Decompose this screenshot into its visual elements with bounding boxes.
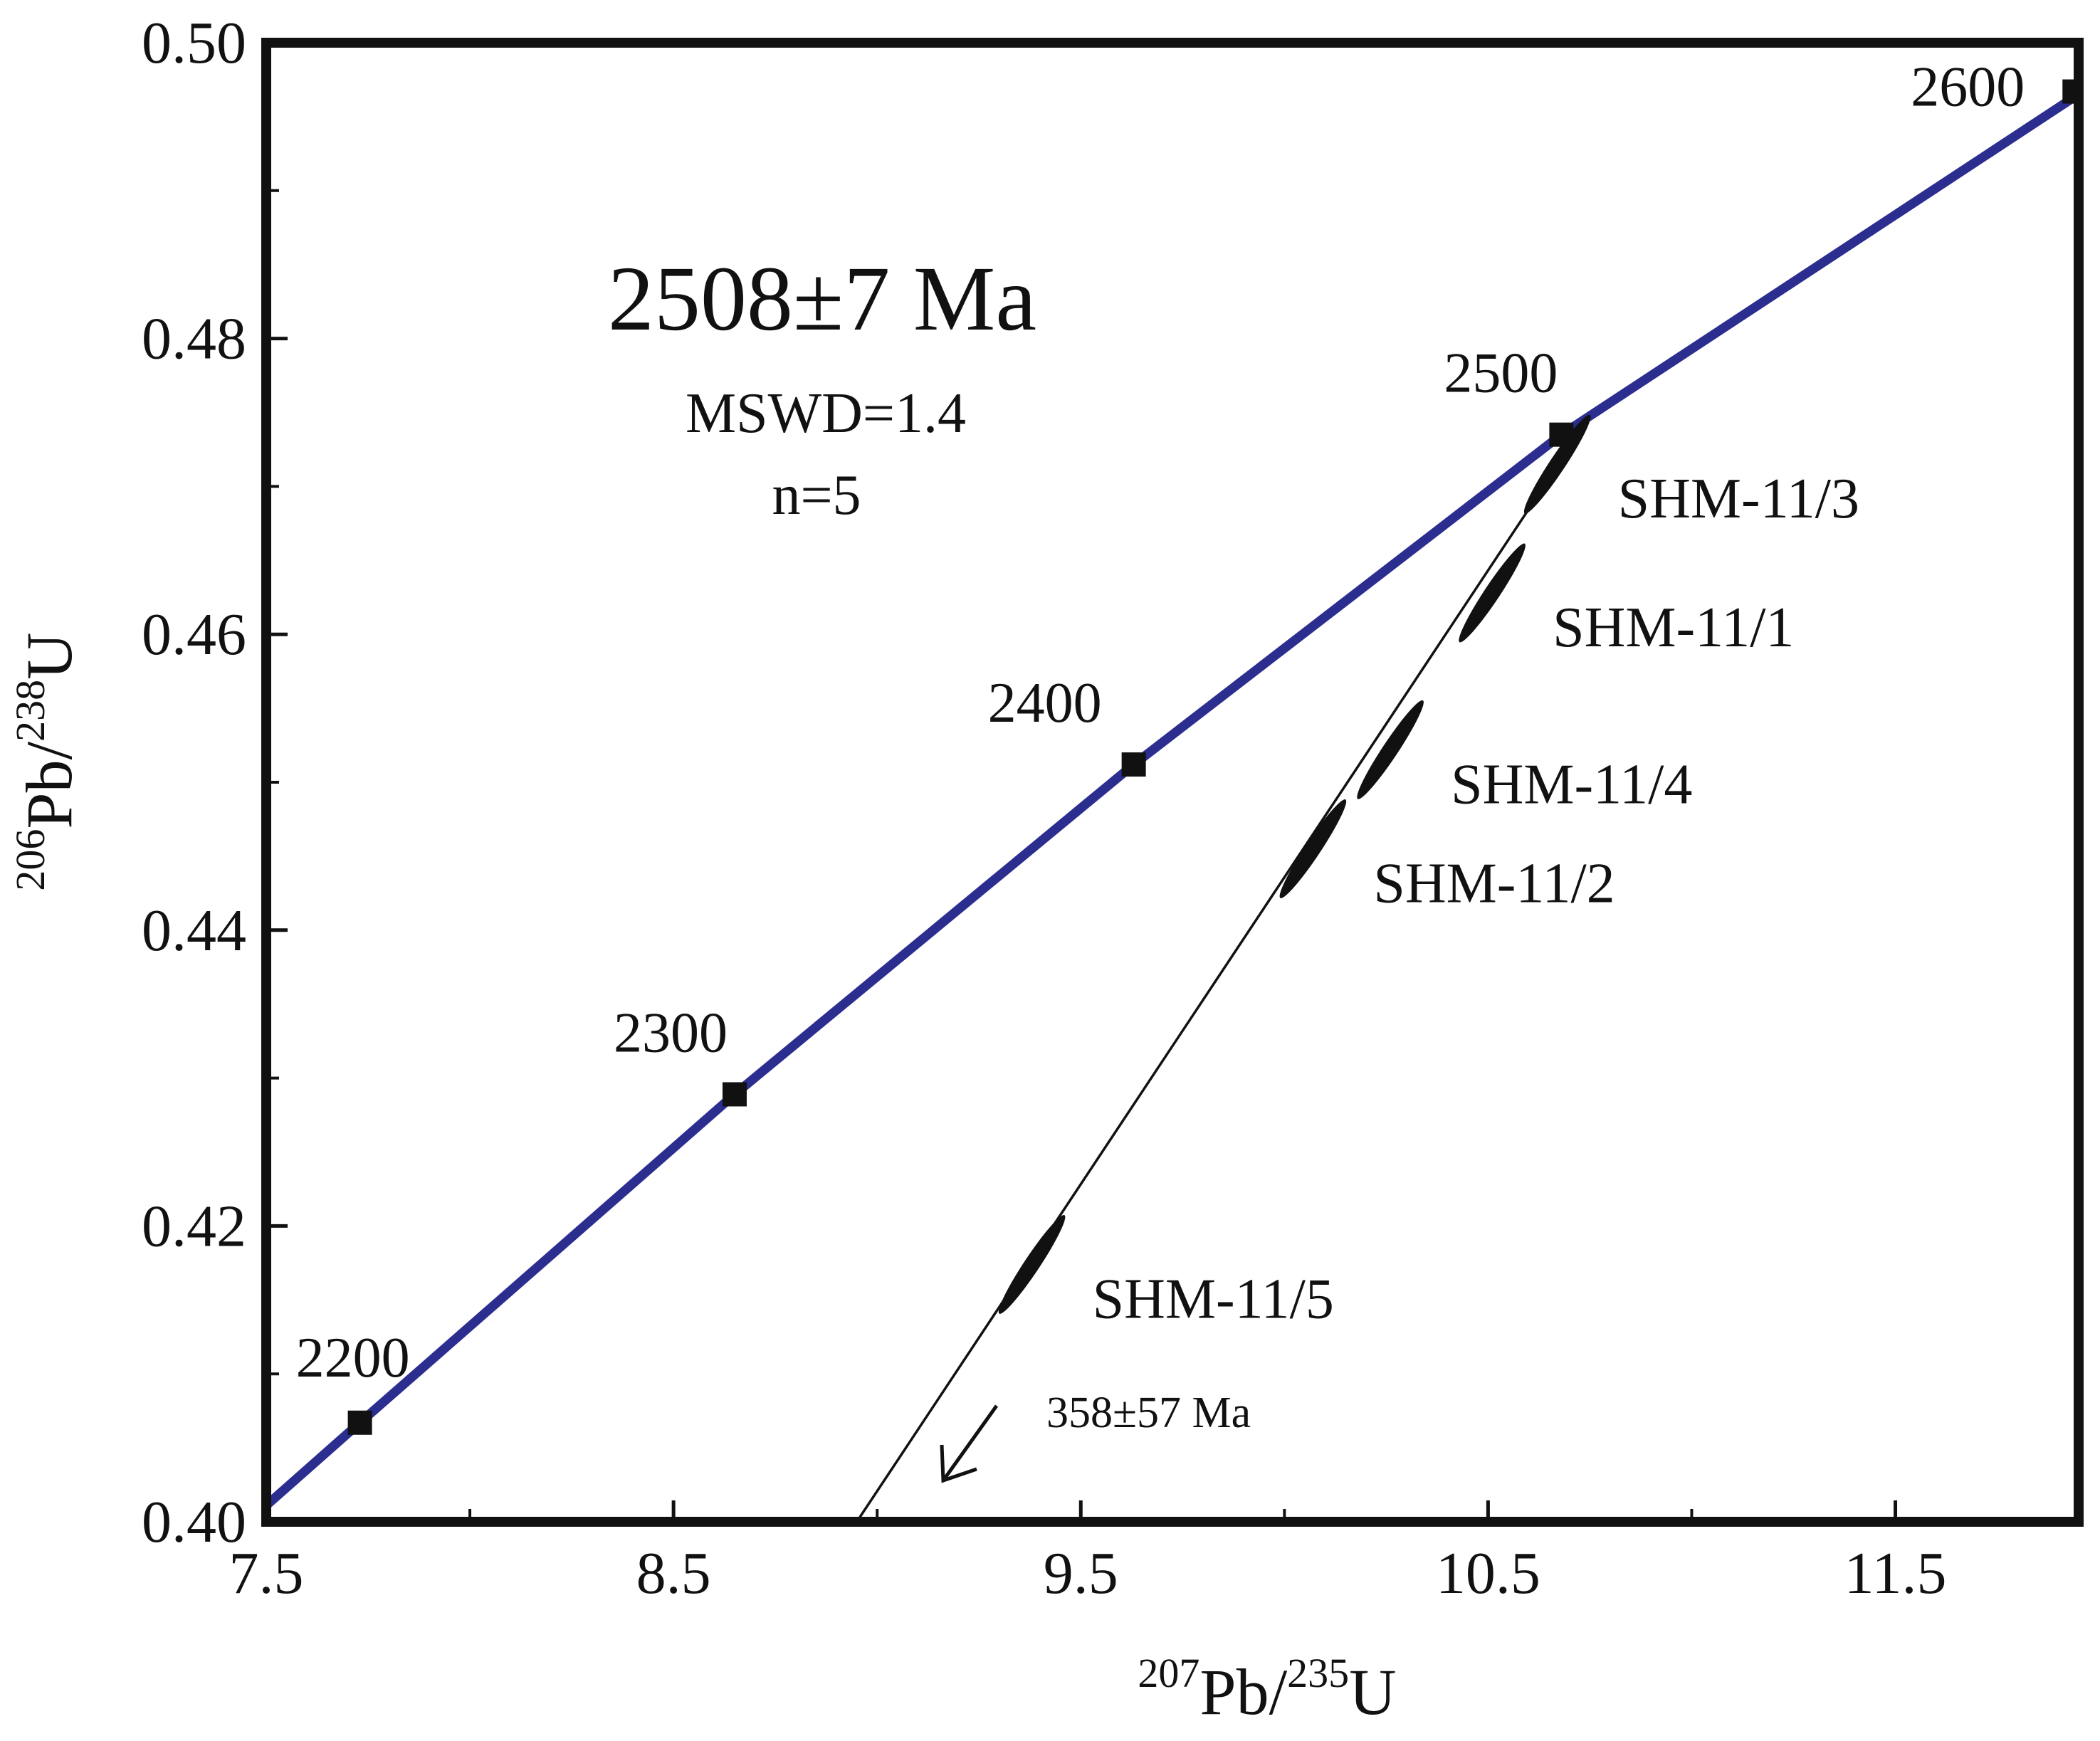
age-marker-labels: 2200 2300 2400 2500 2600 xyxy=(296,56,2025,1389)
spot-label: SHM-11/4 xyxy=(1451,753,1692,816)
spot-label: SHM-11/1 xyxy=(1553,596,1794,659)
age-marker xyxy=(1549,422,1574,447)
spot-label: SHM-11/3 xyxy=(1618,468,1859,530)
error-ellipse xyxy=(1459,543,1526,643)
y-axis-title: 206Pb/238U xyxy=(7,632,85,890)
error-ellipse xyxy=(1523,414,1591,514)
x-tick-label: 7.5 xyxy=(229,1540,304,1606)
y-tick-label: 0.46 xyxy=(142,601,246,668)
x-tick-label: 11.5 xyxy=(1844,1540,1947,1606)
age-marker-label: 2400 xyxy=(988,672,1102,735)
x-tick-label: 10.5 xyxy=(1436,1540,1540,1606)
data-ellipses xyxy=(998,414,1591,1314)
lower-intercept-age: 358±57 Ma xyxy=(1046,1389,1251,1437)
spot-label: SHM-11/5 xyxy=(1093,1268,1334,1330)
y-tick-label: 0.42 xyxy=(142,1193,246,1259)
n-label: n=5 xyxy=(772,464,861,527)
mswd-label: MSWD=1.4 xyxy=(686,382,966,445)
age-marker-label: 2600 xyxy=(1911,56,2025,119)
y-tick-label: 0.50 xyxy=(142,10,246,76)
lower-intercept-arrow-icon xyxy=(940,1404,999,1483)
x-tick-label: 8.5 xyxy=(636,1540,711,1606)
age-marker-label: 2500 xyxy=(1444,342,1558,405)
age-marker xyxy=(722,1082,747,1107)
error-ellipse xyxy=(1357,700,1424,799)
age-marker-label: 2200 xyxy=(296,1327,410,1389)
plot-frame xyxy=(261,38,2084,1527)
concordia-curve xyxy=(266,88,2079,1509)
discordia-line xyxy=(856,416,1591,1522)
y-tick-label: 0.40 xyxy=(142,1489,246,1555)
axis-tick-labels: 7.5 8.5 9.5 10.5 11.5 0.40 0.42 0.44 0.46 0.48 0.5… xyxy=(142,10,1946,1606)
upper-intercept-age: 2508±7 Ma xyxy=(608,248,1036,350)
y-tick-label: 0.44 xyxy=(142,898,246,964)
spot-labels: SHM-11/3 SHM-11/1 SHM-11/4 SHM-11/2 SHM-11/5 xyxy=(1093,468,1859,1330)
x-axis-title: 207Pb/235U xyxy=(1138,1650,1396,1728)
age-marker xyxy=(1121,752,1146,777)
error-ellipse xyxy=(998,1214,1066,1314)
y-tick-label: 0.48 xyxy=(142,306,246,372)
age-marker xyxy=(347,1410,372,1435)
age-marker-label: 2300 xyxy=(614,1001,728,1064)
error-ellipse xyxy=(1279,799,1347,898)
spot-label: SHM-11/2 xyxy=(1373,853,1615,915)
x-tick-label: 9.5 xyxy=(1044,1540,1118,1606)
